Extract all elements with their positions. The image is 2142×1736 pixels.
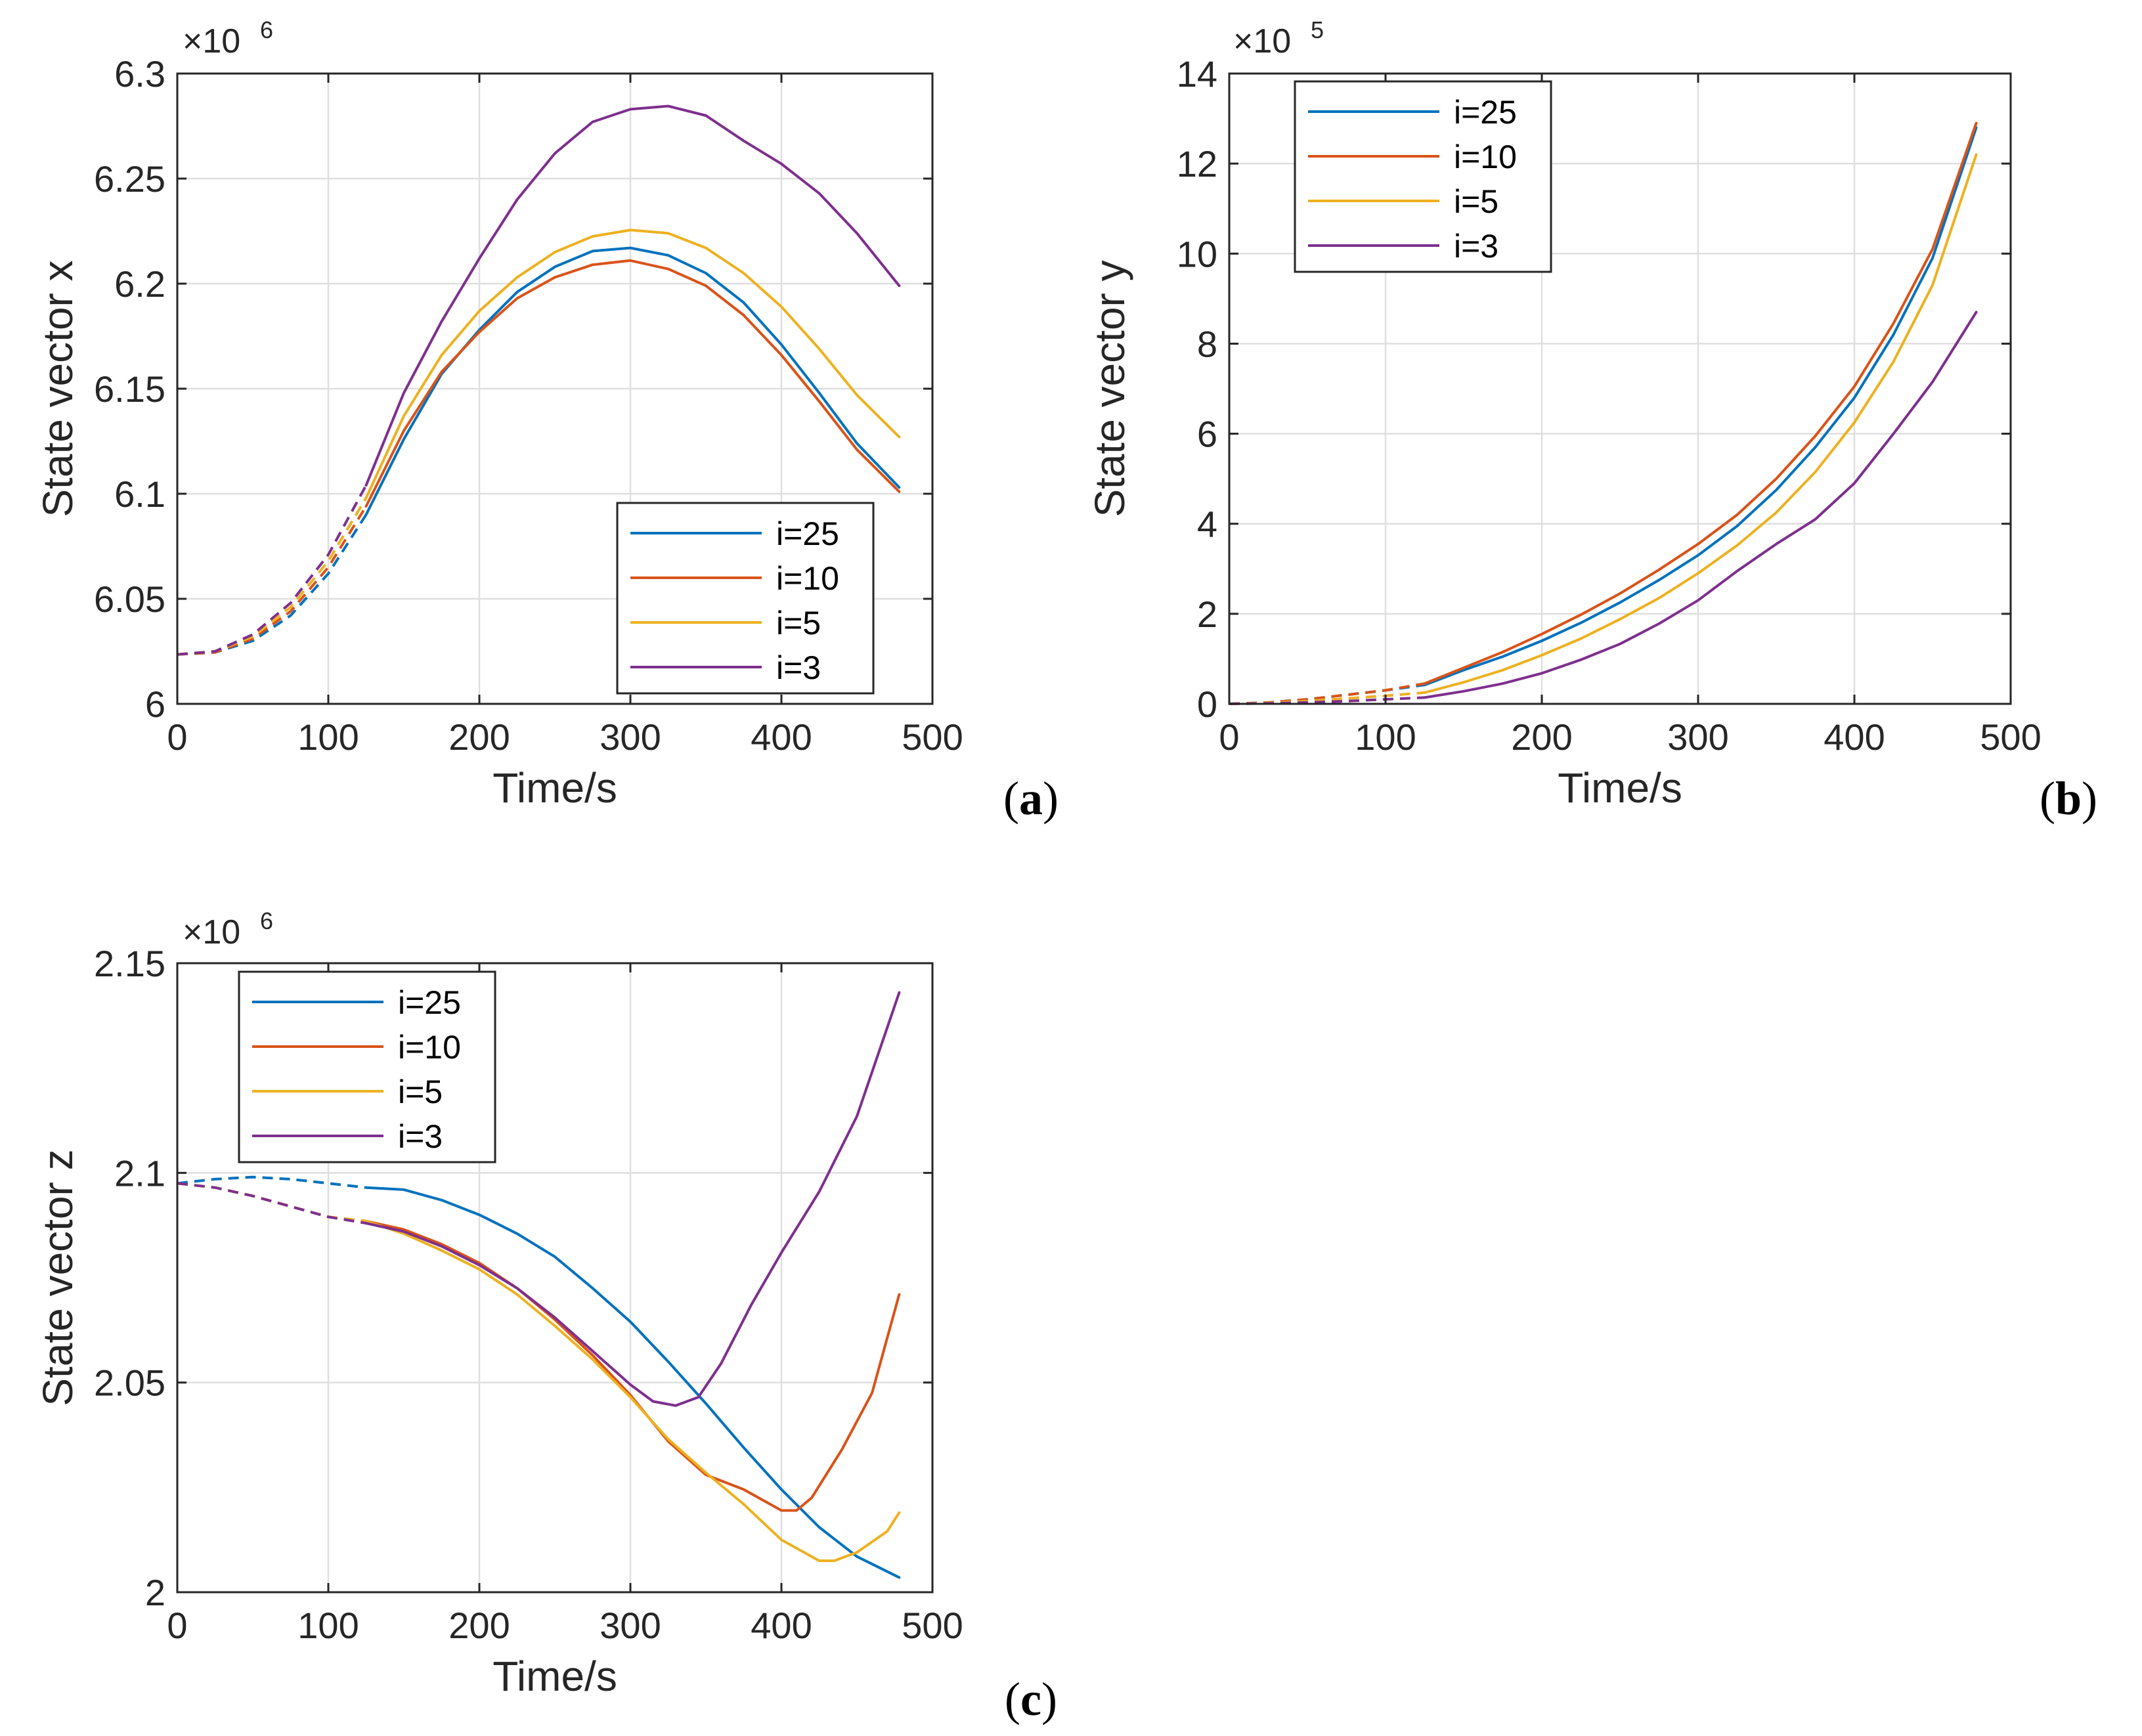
series-line-dashed-i=3 (177, 485, 368, 656)
y-tick-label: 6.1 (114, 473, 165, 515)
x-tick-label: 100 (297, 716, 359, 758)
legend-label-i=5: i=5 (1454, 183, 1498, 220)
series-line-dashed-i=3 (177, 1182, 366, 1225)
legend: i=25 i=10 i=5 i=3 (1294, 80, 1552, 273)
panel-label: (b) (2040, 772, 2097, 825)
chart-panel-c: 0 100 200 300 400 500 2 2.05 2.1 2.15 ×10 6 Time/s St… (34, 907, 1057, 1725)
y-tick-label: 14 (1177, 53, 1217, 95)
x-tick-label: 100 (1355, 716, 1416, 758)
legend-label-i=3: i=3 (398, 1118, 443, 1155)
series-line-i=10 (1423, 121, 1978, 685)
y-tick-label: 6 (1197, 414, 1217, 455)
y-tick-label: 6.05 (94, 578, 165, 620)
y-axis-label: State vector y (1086, 260, 1133, 517)
legend-box (238, 970, 496, 1163)
x-axis-label: Time/s (1558, 764, 1682, 812)
y-tick-label: 12 (1177, 143, 1217, 184)
y-tick-label: 2.1 (114, 1152, 165, 1194)
x-tick-label: 100 (297, 1605, 359, 1646)
series-line-i=25 (1423, 126, 1978, 687)
x-tick-label: 400 (1824, 716, 1885, 758)
legend-label-i=5: i=5 (776, 605, 821, 641)
series-line-i=3 (364, 104, 901, 487)
legend: i=25 i=10 i=5 i=3 (616, 502, 875, 695)
x-axis-label: Time/s (492, 1653, 617, 1700)
x-tick-label: 300 (600, 1605, 661, 1646)
axis-multiplier-exponent: 6 (260, 16, 273, 43)
x-tick-label: 200 (448, 1605, 510, 1646)
x-tick-label: 200 (1511, 716, 1572, 758)
y-tick-label: 2 (145, 1572, 165, 1613)
panel-label: (c) (1005, 1673, 1057, 1725)
series-line-i=5 (1423, 153, 1978, 694)
legend-label-i=10: i=10 (1454, 139, 1517, 175)
x-tick-label: 500 (902, 716, 963, 758)
series-line-i=3 (364, 991, 901, 1407)
y-tick-label: 4 (1197, 504, 1217, 545)
axis-multiplier-exponent: 6 (260, 907, 273, 934)
y-tick-label: 10 (1177, 233, 1217, 274)
axis-multiplier: ×10 (183, 22, 240, 60)
legend-label-i=3: i=3 (776, 649, 821, 686)
x-tick-label: 0 (1219, 716, 1239, 758)
legend-label-i=10: i=10 (398, 1029, 461, 1066)
series-line-i=3 (1423, 311, 1978, 699)
legend-box (616, 502, 875, 695)
panel-label: (a) (1003, 772, 1059, 825)
x-tick-label: 200 (448, 716, 510, 758)
legend-box (1294, 80, 1552, 273)
legend-label-i=3: i=3 (1454, 228, 1498, 265)
series-line-dashed-i=3 (1229, 696, 1425, 705)
axes-box (176, 962, 934, 1594)
series-line-dashed-i=10 (1229, 682, 1425, 705)
y-tick-label: 6.3 (114, 53, 165, 95)
series-line-i=5 (364, 228, 901, 500)
legend: i=25 i=10 i=5 i=3 (238, 970, 496, 1163)
chart-panel-a: 0 100 200 300 400 500 6 6.05 6.1 6.15 6.2 6.25 6.3 ×1… (34, 16, 1059, 825)
x-tick-label: 300 (600, 716, 661, 758)
axis-multiplier: ×10 (1233, 22, 1291, 60)
axes-box (1228, 72, 2012, 705)
series-line-i=25 (364, 1186, 901, 1579)
x-tick-label: 400 (751, 716, 812, 758)
axis-multiplier: ×10 (183, 913, 240, 951)
series-line-dashed-i=5 (177, 497, 368, 656)
legend-label-i=25: i=25 (398, 984, 461, 1021)
y-tick-label: 2 (1197, 594, 1217, 635)
y-tick-label: 2.15 (94, 943, 165, 984)
x-tick-label: 500 (1980, 716, 2041, 758)
series-line-dashed-i=10 (177, 506, 368, 656)
y-axis-label: State vector x (34, 260, 81, 517)
y-tick-label: 6.2 (114, 263, 165, 305)
series-line-i=10 (364, 259, 901, 508)
axis-multiplier-exponent: 5 (1311, 16, 1324, 43)
x-tick-label: 400 (751, 1605, 812, 1646)
legend-label-i=25: i=25 (1454, 94, 1517, 131)
series-line-dashed-i=25 (177, 1175, 366, 1189)
legend-label-i=10: i=10 (776, 560, 839, 597)
y-tick-label: 6 (145, 684, 165, 725)
x-tick-label: 0 (167, 716, 187, 758)
legend-label-i=5: i=5 (398, 1074, 443, 1110)
x-axis-label: Time/s (492, 764, 617, 812)
series-line-dashed-i=25 (177, 513, 368, 656)
series-line-dashed-i=5 (1229, 691, 1425, 705)
series-line-i=5 (364, 1219, 901, 1563)
y-tick-label: 8 (1197, 323, 1217, 364)
y-axis-label: State vector z (34, 1149, 81, 1406)
x-tick-label: 0 (167, 1605, 187, 1646)
y-tick-label: 0 (1197, 684, 1217, 725)
series-line-i=10 (364, 1219, 901, 1512)
y-tick-label: 2.05 (94, 1362, 165, 1404)
y-tick-label: 6.15 (94, 368, 165, 410)
y-tick-label: 6.25 (94, 158, 165, 200)
chart-panel-b: 0 100 200 300 400 500 0 2 4 6 8 10 12 14 ×10 5 Time/s Sta… (1086, 16, 2097, 825)
x-tick-label: 300 (1667, 716, 1728, 758)
legend-label-i=25: i=25 (776, 515, 839, 552)
x-tick-label: 500 (902, 1605, 963, 1646)
